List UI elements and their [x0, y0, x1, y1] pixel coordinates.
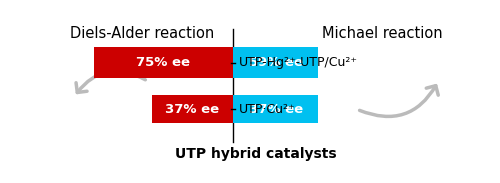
FancyBboxPatch shape	[233, 47, 318, 78]
Text: 37% ee: 37% ee	[165, 103, 220, 116]
Text: UTP·Cu²⁺: UTP·Cu²⁺	[239, 103, 296, 116]
FancyBboxPatch shape	[152, 95, 233, 123]
FancyArrowPatch shape	[76, 71, 146, 92]
Text: 59% ee: 59% ee	[248, 56, 302, 69]
FancyBboxPatch shape	[94, 47, 233, 78]
Text: UTP hybrid catalysts: UTP hybrid catalysts	[176, 147, 337, 161]
Text: Diels-Alder reaction: Diels-Alder reaction	[70, 26, 214, 41]
FancyArrowPatch shape	[360, 86, 438, 116]
Text: 75% ee: 75% ee	[136, 56, 190, 69]
Text: UTP-Hg²⁺-UTP/Cu²⁺: UTP-Hg²⁺-UTP/Cu²⁺	[239, 56, 358, 69]
FancyBboxPatch shape	[233, 95, 318, 123]
Text: Michael reaction: Michael reaction	[322, 26, 442, 41]
Text: 37% ee: 37% ee	[248, 103, 302, 116]
